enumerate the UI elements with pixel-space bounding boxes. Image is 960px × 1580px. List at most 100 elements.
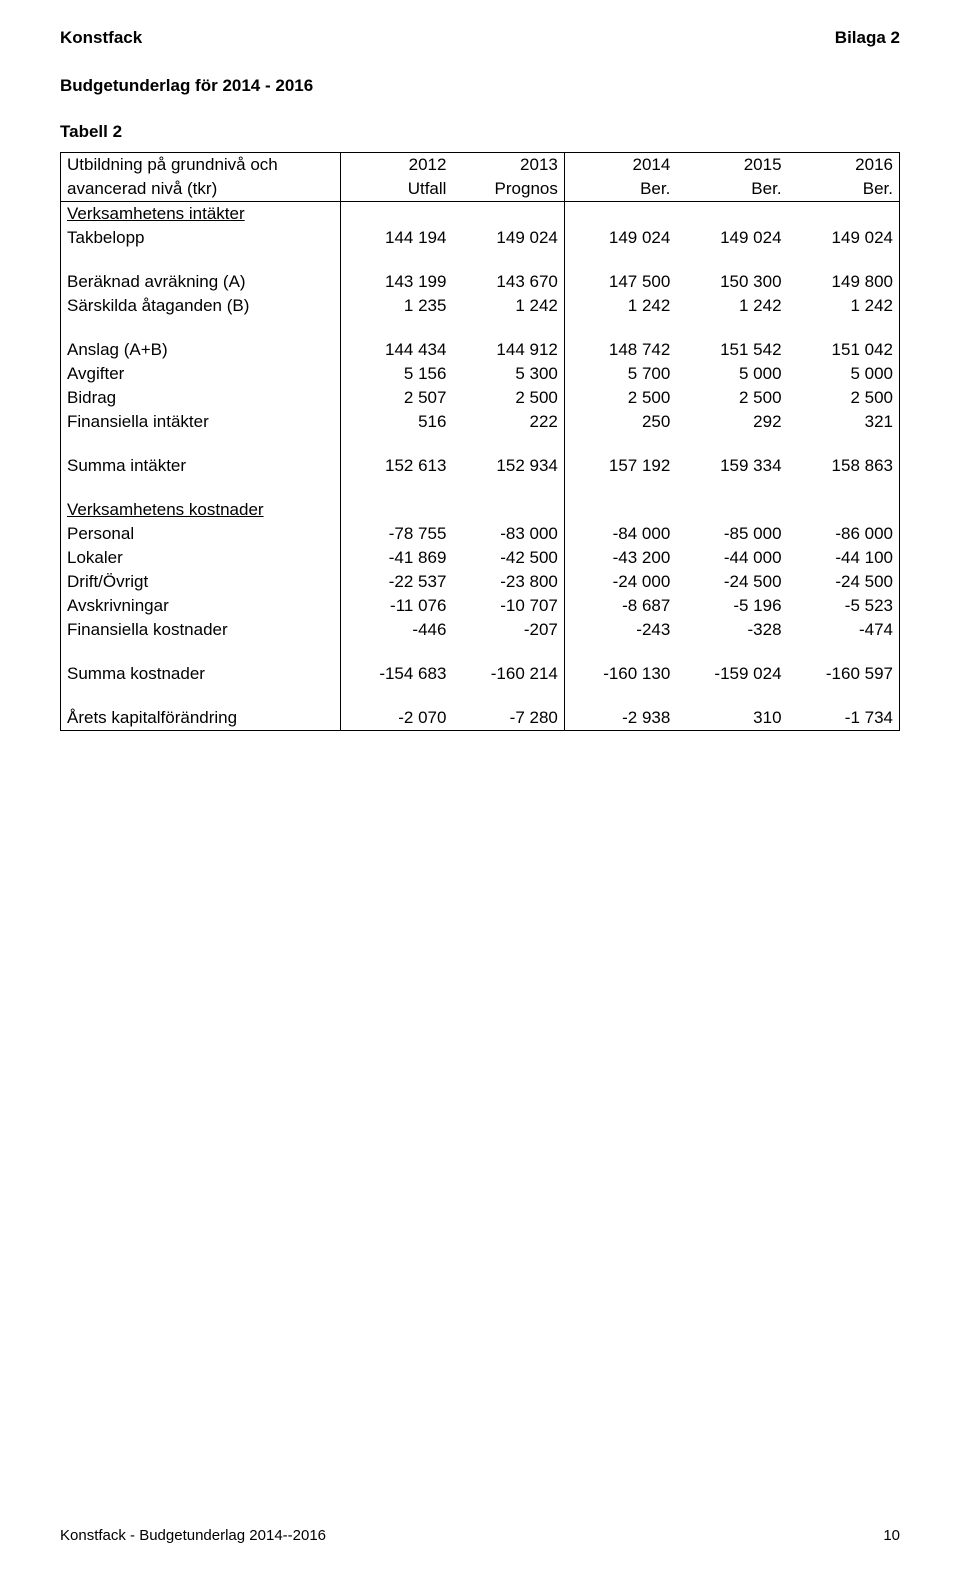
row-sumkost-c0: -154 683 [341, 662, 453, 686]
row-kapfor-c1: -7 280 [452, 706, 564, 731]
row-sumkost-c2: -160 130 [564, 662, 676, 686]
row-sarsk-c4: 1 242 [788, 294, 900, 318]
row-avgift-label: Avgifter [61, 362, 341, 386]
row-drift-c0: -22 537 [341, 570, 453, 594]
row-anslag-c2: 148 742 [564, 338, 676, 362]
row-finint-c0: 516 [341, 410, 453, 434]
col-sub-1: Prognos [452, 177, 564, 202]
row-kapfor-c3: 310 [676, 706, 787, 731]
row-bidrag-c4: 2 500 [788, 386, 900, 410]
row-lokaler-c3: -44 000 [676, 546, 787, 570]
row-finkost-c1: -207 [452, 618, 564, 642]
row-avrak-c2: 147 500 [564, 270, 676, 294]
row-finkost-label: Finansiella kostnader [61, 618, 341, 642]
row-lokaler-c1: -42 500 [452, 546, 564, 570]
col-sub-0: Utfall [341, 177, 453, 202]
col-year-3: 2015 [676, 153, 787, 178]
row-sumint-c2: 157 192 [564, 454, 676, 478]
row-sumkost-c4: -160 597 [788, 662, 900, 686]
footer-page-number: 10 [883, 1527, 900, 1544]
row-finint-label: Finansiella intäkter [61, 410, 341, 434]
row-sumint-label: Summa intäkter [61, 454, 341, 478]
row-personal-c4: -86 000 [788, 522, 900, 546]
row-sarsk-c2: 1 242 [564, 294, 676, 318]
row-takbelopp-c1: 149 024 [452, 226, 564, 250]
table-label: Tabell 2 [60, 122, 900, 142]
row-sumkost-c1: -160 214 [452, 662, 564, 686]
row-avrak-c4: 149 800 [788, 270, 900, 294]
row-avskr-c1: -10 707 [452, 594, 564, 618]
row-sumint-c1: 152 934 [452, 454, 564, 478]
row-sumint-c0: 152 613 [341, 454, 453, 478]
row-lokaler-c2: -43 200 [564, 546, 676, 570]
col-sub-2: Ber. [564, 177, 676, 202]
row-bidrag-c1: 2 500 [452, 386, 564, 410]
row-sumint-c4: 158 863 [788, 454, 900, 478]
row-takbelopp-c3: 149 024 [676, 226, 787, 250]
row-kapfor-c2: -2 938 [564, 706, 676, 731]
org-name: Konstfack [60, 28, 142, 48]
col-year-4: 2016 [788, 153, 900, 178]
row-anslag-c4: 151 042 [788, 338, 900, 362]
row-finkost-c2: -243 [564, 618, 676, 642]
row-personal-label: Personal [61, 522, 341, 546]
col-year-0: 2012 [341, 153, 453, 178]
row-takbelopp-c2: 149 024 [564, 226, 676, 250]
row-drift-label: Drift/Övrigt [61, 570, 341, 594]
row-avgift-c0: 5 156 [341, 362, 453, 386]
row-sarsk-c1: 1 242 [452, 294, 564, 318]
row-takbelopp-c0: 144 194 [341, 226, 453, 250]
row-sumkost-label: Summa kostnader [61, 662, 341, 686]
row-sarsk-label: Särskilda åtaganden (B) [61, 294, 341, 318]
row-finint-c4: 321 [788, 410, 900, 434]
row-bidrag-c3: 2 500 [676, 386, 787, 410]
row-anslag-c3: 151 542 [676, 338, 787, 362]
head-row1: Utbildning på grundnivå och [61, 153, 341, 178]
intakter-heading: Verksamhetens intäkter [61, 202, 341, 227]
footer-left: Konstfack - Budgetunderlag 2014--2016 [60, 1527, 326, 1544]
row-bidrag-c2: 2 500 [564, 386, 676, 410]
col-sub-3: Ber. [676, 177, 787, 202]
row-drift-c2: -24 000 [564, 570, 676, 594]
row-sumint-c3: 159 334 [676, 454, 787, 478]
col-sub-4: Ber. [788, 177, 900, 202]
row-avskr-c3: -5 196 [676, 594, 787, 618]
row-anslag-c1: 144 912 [452, 338, 564, 362]
row-avrak-c1: 143 670 [452, 270, 564, 294]
row-takbelopp-c4: 149 024 [788, 226, 900, 250]
row-avskr-c4: -5 523 [788, 594, 900, 618]
row-finkost-c3: -328 [676, 618, 787, 642]
row-avgift-c4: 5 000 [788, 362, 900, 386]
row-finkost-c4: -474 [788, 618, 900, 642]
row-finkost-c0: -446 [341, 618, 453, 642]
row-drift-c3: -24 500 [676, 570, 787, 594]
row-finint-c2: 250 [564, 410, 676, 434]
row-avskr-c0: -11 076 [341, 594, 453, 618]
kostnader-heading: Verksamhetens kostnader [61, 498, 341, 522]
row-drift-c1: -23 800 [452, 570, 564, 594]
row-lokaler-c4: -44 100 [788, 546, 900, 570]
row-avskr-label: Avskrivningar [61, 594, 341, 618]
budget-table: Utbildning på grundnivå och 2012 2013 20… [60, 152, 900, 731]
appendix-label: Bilaga 2 [835, 28, 900, 48]
col-year-1: 2013 [452, 153, 564, 178]
row-finint-c3: 292 [676, 410, 787, 434]
row-avrak-c0: 143 199 [341, 270, 453, 294]
row-personal-c3: -85 000 [676, 522, 787, 546]
row-sumkost-c3: -159 024 [676, 662, 787, 686]
row-takbelopp-label: Takbelopp [61, 226, 341, 250]
row-kapfor-label: Årets kapitalförändring [61, 706, 341, 731]
doc-subtitle: Budgetunderlag för 2014 - 2016 [60, 76, 900, 96]
row-sarsk-c0: 1 235 [341, 294, 453, 318]
row-bidrag-c0: 2 507 [341, 386, 453, 410]
row-avrak-c3: 150 300 [676, 270, 787, 294]
row-personal-c2: -84 000 [564, 522, 676, 546]
row-finint-c1: 222 [452, 410, 564, 434]
row-personal-c1: -83 000 [452, 522, 564, 546]
row-personal-c0: -78 755 [341, 522, 453, 546]
row-avrak-label: Beräknad avräkning (A) [61, 270, 341, 294]
row-kapfor-c0: -2 070 [341, 706, 453, 731]
row-avgift-c2: 5 700 [564, 362, 676, 386]
row-avgift-c3: 5 000 [676, 362, 787, 386]
row-avgift-c1: 5 300 [452, 362, 564, 386]
